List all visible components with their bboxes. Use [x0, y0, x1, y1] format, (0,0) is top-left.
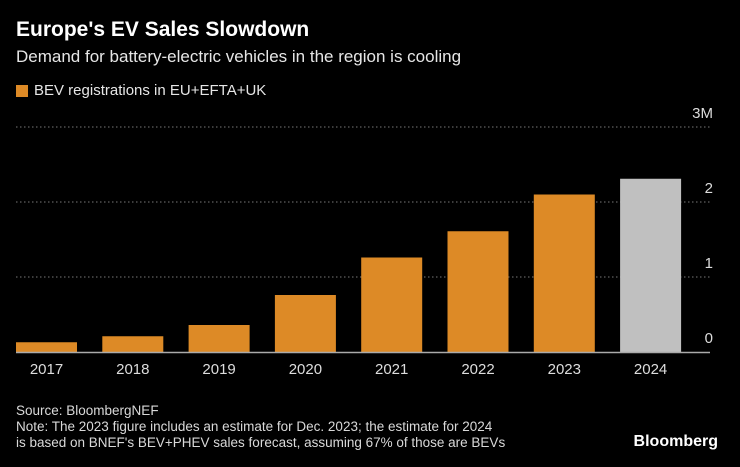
- bloomberg-logo: Bloomberg: [633, 433, 718, 450]
- y-tick-label: 0: [705, 330, 713, 347]
- x-tick-label: 2021: [375, 361, 408, 378]
- bar-2020: [274, 295, 336, 352]
- bar-chart: 0 1 2 3M 2017 2018 2019 2020 2021 2022 2023 2024: [16, 105, 713, 378]
- y-tick-label: 1: [705, 255, 713, 272]
- legend-label: BEV registrations in EU+EFTA+UK: [34, 82, 267, 99]
- bar-2017: [16, 342, 77, 352]
- bar-2022: [447, 231, 509, 352]
- y-tick-label: 2: [705, 180, 713, 197]
- x-tick-label: 2020: [289, 361, 322, 378]
- note-line-1: Note: The 2023 figure includes an estima…: [16, 419, 493, 434]
- chart-title: Europe's EV Sales Slowdown: [16, 18, 310, 41]
- legend: BEV registrations in EU+EFTA+UK: [16, 82, 266, 99]
- x-tick-label: 2019: [202, 361, 235, 378]
- legend-swatch: [16, 84, 28, 97]
- bar-2019: [188, 325, 250, 352]
- x-tick-label: 2018: [116, 361, 149, 378]
- x-tick-label: 2024: [634, 361, 667, 378]
- bar-2021: [361, 257, 423, 352]
- bar-2018: [102, 336, 164, 352]
- note-line-2: is based on BNEF's BEV+PHEV sales foreca…: [16, 435, 506, 450]
- x-tick-label: 2022: [461, 361, 494, 378]
- y-tick-label: 3M: [692, 105, 713, 122]
- bar-2023: [533, 194, 595, 352]
- x-tick-label: 2017: [30, 361, 63, 378]
- bar-2024: [620, 178, 682, 352]
- source-text: Source: BloombergNEF: [16, 403, 159, 418]
- chart-subtitle: Demand for battery-electric vehicles in …: [16, 47, 462, 66]
- x-tick-label: 2023: [548, 361, 581, 378]
